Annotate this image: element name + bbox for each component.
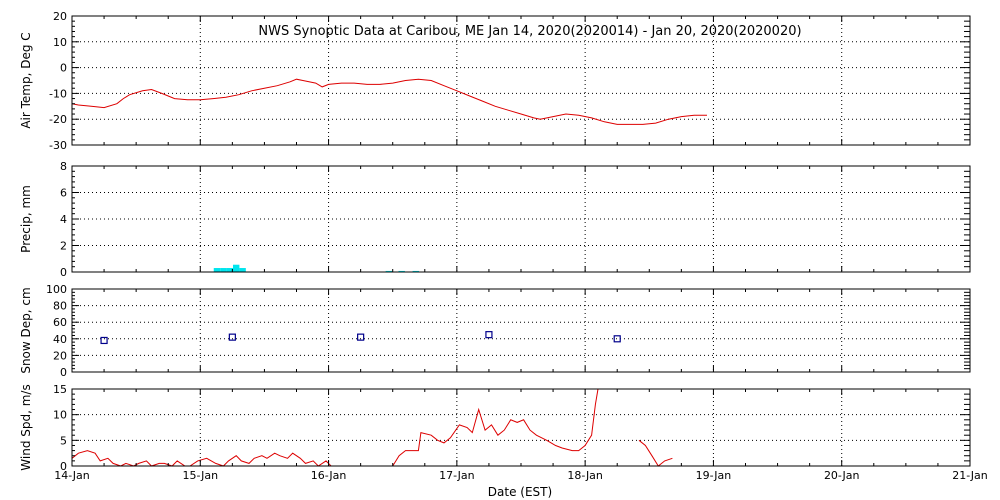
- y-axis-label: Wind Spd, m/s: [19, 384, 33, 470]
- x-tick-label: 14-Jan: [54, 469, 90, 482]
- panel-snow-depth: 0 20 40 60 80 100 Snow Dep, cm: [19, 283, 971, 379]
- y-tick-label: 0: [60, 460, 67, 473]
- y-tick-label: -20: [49, 113, 67, 126]
- panel-precip: 0 2 4 6 8 Precip, mm: [19, 160, 971, 279]
- y-tick-label: 0: [60, 62, 67, 75]
- y-tick-label: 60: [53, 316, 67, 329]
- y-tick-label: 6: [60, 187, 67, 200]
- x-tick-label: 16-Jan: [311, 469, 347, 482]
- wind-line: [638, 439, 673, 467]
- y-tick-label: 0: [60, 266, 67, 279]
- y-tick-label: 20: [53, 349, 67, 362]
- panel-air-temp: -30 -20 -10 0 10 20 Air Temp, Deg C: [19, 10, 971, 152]
- panel-frame: [71, 388, 971, 467]
- precip-bar: [412, 270, 420, 272]
- precip-bar: [385, 270, 393, 272]
- y-tick-label: 0: [60, 366, 67, 379]
- y-tick-label: 80: [53, 300, 67, 313]
- y-tick-label: 2: [60, 240, 67, 253]
- x-tick-label: 20-Jan: [824, 469, 860, 482]
- x-tick-label: 15-Jan: [183, 469, 219, 482]
- y-tick-label: 10: [53, 36, 67, 49]
- x-tick-label: 21-Jan: [952, 469, 988, 482]
- precip-bar: [213, 268, 221, 272]
- y-tick-label: 5: [60, 434, 67, 447]
- x-tick-label: 19-Jan: [696, 469, 732, 482]
- y-tick-label: 100: [46, 283, 67, 296]
- panel-wind-speed: 0 5 10 15 Wind Spd, m/s: [19, 383, 971, 473]
- chart-title: NWS Synoptic Data at Caribou, ME Jan 14,…: [258, 24, 801, 39]
- x-tick-label: 17-Jan: [439, 469, 475, 482]
- y-tick-label: -30: [49, 139, 67, 152]
- x-tick-label: 18-Jan: [567, 469, 603, 482]
- y-axis-label: Air Temp, Deg C: [19, 32, 33, 128]
- x-axis-label: Date (EST): [488, 485, 552, 499]
- wind-line: [392, 388, 599, 467]
- precip-bar: [398, 270, 405, 272]
- y-tick-label: 20: [53, 10, 67, 23]
- precip-bar: [239, 268, 246, 272]
- panel-frame: [71, 288, 971, 373]
- wind-line: [71, 450, 332, 467]
- snow-point: [100, 336, 108, 345]
- snow-point: [357, 333, 365, 341]
- y-tick-label: 40: [53, 333, 67, 346]
- y-axis-label: Snow Dep, cm: [19, 287, 33, 373]
- precip-bar: [226, 268, 233, 272]
- temp-line: [71, 78, 707, 125]
- precip-bar: [220, 268, 227, 272]
- snow-point: [613, 335, 621, 343]
- snow-point: [485, 331, 493, 339]
- y-tick-label: 15: [53, 383, 67, 396]
- y-tick-label: -10: [49, 87, 67, 100]
- y-tick-label: 4: [60, 213, 67, 226]
- precip-bar: [232, 264, 240, 272]
- y-tick-label: 10: [53, 409, 67, 422]
- snow-point: [228, 333, 236, 341]
- y-tick-label: 8: [60, 160, 67, 173]
- y-axis-label: Precip, mm: [19, 185, 33, 253]
